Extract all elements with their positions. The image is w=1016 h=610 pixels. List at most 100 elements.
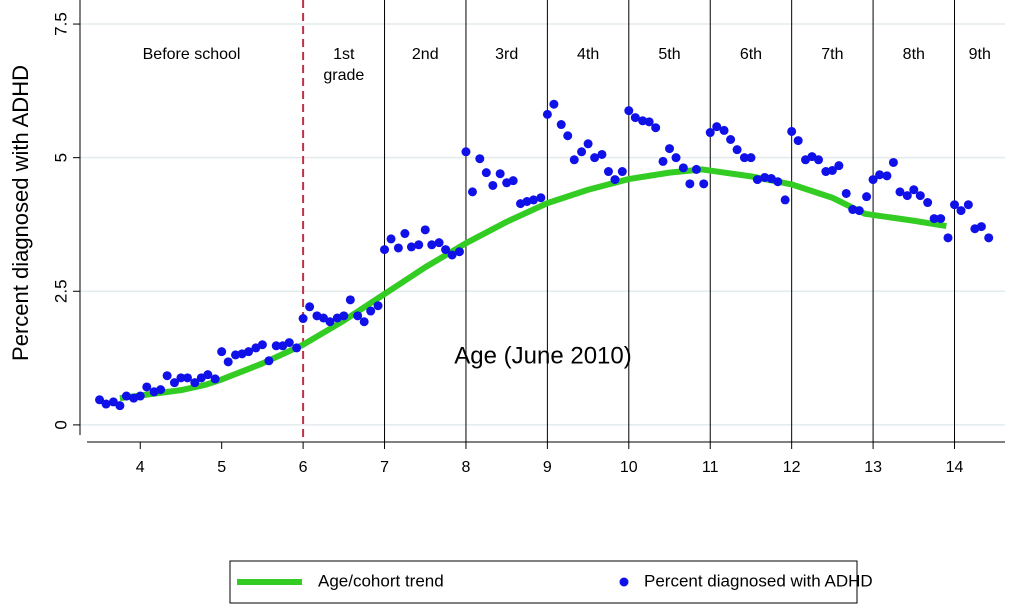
- scatter-point: [176, 373, 186, 383]
- scatter-point: [556, 120, 566, 130]
- scatter-point: [101, 399, 111, 409]
- scatter-point: [739, 153, 749, 163]
- scatter-point: [617, 167, 627, 177]
- scatter-point: [339, 311, 349, 321]
- scatter-point: [467, 187, 477, 197]
- scatter-point: [156, 385, 166, 395]
- scatter-point: [135, 391, 145, 401]
- scatter-point: [108, 397, 118, 407]
- scatter-point: [630, 113, 640, 123]
- scatter-point: [549, 99, 559, 109]
- scatter-point: [943, 233, 953, 243]
- scatter-point: [271, 341, 281, 351]
- x-tick-label: 11: [702, 459, 719, 476]
- scatter-point: [366, 306, 376, 316]
- scatter-point: [773, 177, 783, 187]
- x-tick-label: 7: [380, 459, 389, 476]
- scatter-point: [359, 317, 369, 327]
- scatter-point: [284, 338, 294, 348]
- x-tick-label: 6: [299, 459, 308, 476]
- scatter-point: [976, 222, 986, 232]
- scatter-point: [950, 200, 960, 210]
- scatter-point: [603, 167, 613, 177]
- scatter-point: [488, 180, 498, 190]
- scatter-point: [719, 125, 729, 135]
- x-tick-label: 4: [136, 459, 145, 476]
- scatter-point: [257, 340, 267, 350]
- x-axis-label: Age (June 2010): [454, 342, 631, 369]
- scatter-point: [651, 123, 661, 133]
- scatter-point: [726, 134, 736, 144]
- scatter-point: [427, 240, 437, 250]
- scatter-point: [529, 195, 539, 205]
- scatter-point: [481, 168, 491, 178]
- scatter-point: [223, 357, 233, 367]
- scatter-point: [318, 313, 328, 323]
- scatter-point: [217, 347, 227, 357]
- region-label: 4th: [577, 46, 599, 63]
- scatter-point: [597, 149, 607, 159]
- y-tick-label: 2.5: [51, 279, 70, 303]
- scatter-point: [244, 347, 254, 357]
- scatter-point: [854, 206, 864, 216]
- scatter-point: [495, 169, 505, 179]
- scatter-point: [895, 187, 905, 197]
- scatter-point: [508, 176, 518, 186]
- region-label: 8th: [903, 46, 925, 63]
- scatter-point: [888, 157, 898, 167]
- region-label: 1st: [333, 46, 355, 63]
- scatter-point: [685, 179, 695, 189]
- x-tick-label: 14: [946, 459, 964, 476]
- x-tick-label: 10: [620, 459, 638, 476]
- scatter-point: [169, 378, 179, 388]
- scatter-point: [454, 247, 464, 257]
- scatter-point: [95, 395, 105, 405]
- region-label: 6th: [740, 46, 762, 63]
- scatter-point: [373, 301, 383, 311]
- scatter-point: [678, 163, 688, 173]
- scatter-point: [752, 175, 762, 185]
- scatter-point: [386, 234, 396, 244]
- scatter-point: [325, 317, 335, 327]
- scatter-point: [936, 214, 946, 224]
- scatter-point: [787, 126, 797, 136]
- scatter-point: [162, 371, 172, 381]
- scatter-point: [712, 122, 722, 132]
- y-tick-label: 5: [51, 153, 70, 162]
- region-label: 5th: [658, 46, 680, 63]
- scatter-point: [121, 391, 131, 401]
- scatter-point: [406, 242, 416, 252]
- region-label: Before school: [143, 46, 241, 63]
- scatter-point: [746, 153, 756, 163]
- scatter-point: [691, 164, 701, 174]
- y-axis-label: Percent diagnosed with ADHD: [8, 65, 33, 361]
- scatter-point: [210, 374, 220, 384]
- scatter-point: [203, 370, 213, 380]
- scatter-point: [624, 106, 634, 116]
- scatter-point: [182, 373, 192, 383]
- scatter-point: [644, 117, 654, 127]
- legend-label: Age/cohort trend: [318, 571, 444, 590]
- scatter-point: [862, 192, 872, 202]
- scatter-point: [827, 165, 837, 175]
- scatter-point: [963, 200, 973, 210]
- scatter-point: [732, 145, 742, 155]
- scatter-point: [780, 195, 790, 205]
- x-tick-label: 5: [217, 459, 226, 476]
- scatter-point: [292, 343, 302, 353]
- scatter-point: [353, 311, 363, 321]
- scatter-point: [264, 356, 274, 366]
- scatter-point: [536, 193, 546, 203]
- scatter-point: [793, 136, 803, 146]
- scatter-point: [956, 206, 966, 216]
- scatter-point: [923, 198, 933, 208]
- scatter-point: [447, 250, 457, 260]
- scatter-point: [610, 175, 620, 185]
- region-label: 7th: [821, 46, 843, 63]
- scatter-point: [583, 139, 593, 149]
- x-tick-label: 9: [543, 459, 552, 476]
- legend-swatch: [619, 577, 629, 587]
- scatter-point: [563, 131, 573, 141]
- region-label: grade: [323, 67, 364, 84]
